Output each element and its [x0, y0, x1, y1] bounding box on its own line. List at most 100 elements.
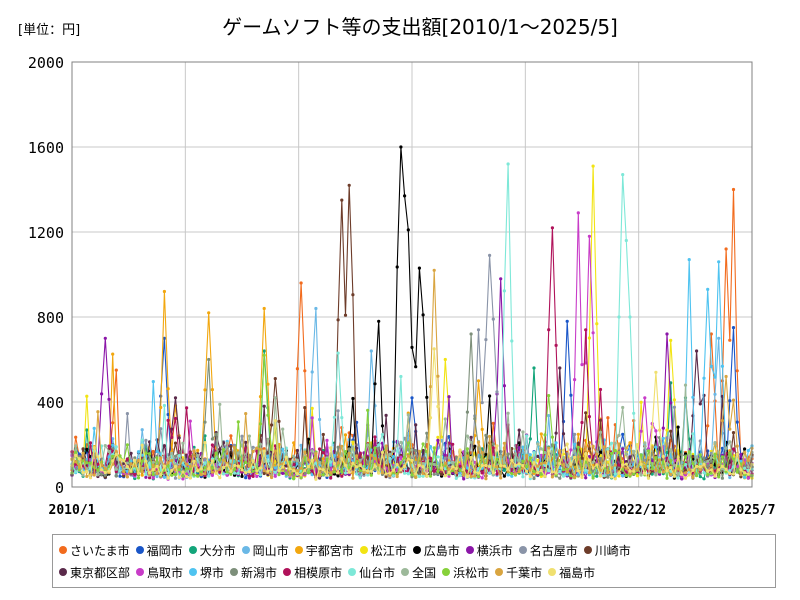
- data-point: [388, 474, 392, 478]
- data-point: [510, 465, 514, 469]
- y-tick-label: 400: [37, 394, 64, 412]
- data-point: [573, 378, 577, 382]
- data-point: [436, 374, 440, 378]
- legend-marker: [294, 546, 303, 554]
- data-point: [683, 471, 688, 475]
- data-point: [617, 471, 621, 475]
- data-point: [236, 451, 240, 455]
- data-point: [576, 455, 580, 459]
- grid-lines: [72, 62, 752, 487]
- data-point: [92, 473, 96, 477]
- data-point: [665, 461, 669, 465]
- y-axis: 0 400 800 1200 1600 2000: [28, 54, 64, 497]
- data-point: [624, 466, 628, 470]
- data-point: [358, 476, 362, 480]
- data-point: [539, 474, 543, 478]
- data-point: [221, 441, 226, 445]
- data-point: [258, 466, 263, 470]
- data-point: [151, 476, 155, 480]
- data-point: [162, 475, 166, 479]
- data-point: [484, 338, 488, 342]
- data-point: [731, 431, 736, 435]
- data-point: [403, 456, 407, 460]
- data-point: [584, 411, 588, 415]
- data-point: [728, 459, 732, 463]
- data-point: [133, 456, 137, 460]
- y-tick-label: 1600: [28, 139, 64, 157]
- data-point: [598, 468, 603, 472]
- data-point: [576, 469, 580, 473]
- data-point: [502, 461, 506, 465]
- data-point: [384, 460, 388, 464]
- data-point: [321, 468, 325, 472]
- data-point: [403, 464, 407, 468]
- data-point: [706, 473, 710, 477]
- data-point: [266, 413, 270, 417]
- data-point: [613, 477, 617, 481]
- data-point: [380, 471, 384, 475]
- data-point: [532, 469, 536, 473]
- data-point: [465, 447, 469, 451]
- data-point: [706, 287, 710, 291]
- data-point: [465, 466, 469, 470]
- data-point: [214, 432, 218, 436]
- data-point: [314, 452, 318, 456]
- data-point: [576, 472, 580, 476]
- data-point: [613, 463, 617, 467]
- data-point: [506, 452, 510, 456]
- data-point: [539, 472, 543, 476]
- data-point: [277, 419, 281, 423]
- data-point: [447, 435, 451, 439]
- data-point: [185, 406, 189, 410]
- y-tick-label: 1200: [28, 224, 64, 242]
- data-point: [580, 475, 584, 479]
- data-point: [565, 319, 569, 323]
- legend-marker: [412, 546, 421, 554]
- data-point: [277, 473, 281, 477]
- data-point: [336, 318, 340, 322]
- data-point: [654, 468, 658, 472]
- data-point: [332, 454, 336, 458]
- data-point: [332, 466, 336, 471]
- data-point: [343, 471, 348, 475]
- data-point: [81, 473, 85, 477]
- data-point: [443, 456, 447, 460]
- data-point: [88, 461, 93, 465]
- data-point: [325, 457, 329, 461]
- data-point: [303, 369, 307, 373]
- legend-item: 川崎市: [583, 542, 631, 559]
- data-point: [709, 468, 713, 472]
- data-point: [547, 449, 551, 453]
- data-point: [624, 462, 628, 466]
- y-tick-label: 0: [55, 479, 64, 497]
- data-point: [210, 388, 214, 392]
- data-point: [506, 469, 510, 473]
- data-point: [343, 313, 348, 317]
- data-point: [273, 419, 277, 423]
- data-point: [499, 454, 503, 458]
- data-point: [462, 467, 466, 471]
- legend-item: 名古屋市: [518, 542, 578, 559]
- data-point: [77, 468, 81, 472]
- data-point: [281, 465, 285, 469]
- data-point: [273, 396, 277, 400]
- data-point: [277, 469, 281, 473]
- data-point: [713, 452, 717, 456]
- data-point: [621, 432, 625, 436]
- legend-label: 福岡市: [146, 543, 183, 558]
- data-point: [391, 455, 396, 459]
- data-point: [244, 440, 248, 444]
- legend-marker: [401, 568, 410, 576]
- legend-label: 全国: [412, 565, 437, 580]
- data-point: [177, 475, 181, 479]
- data-point: [432, 469, 436, 473]
- data-point: [735, 452, 739, 456]
- data-point: [639, 400, 643, 404]
- data-point: [288, 473, 292, 477]
- data-point: [373, 456, 377, 461]
- data-point: [136, 476, 141, 480]
- data-point: [221, 458, 226, 462]
- data-point: [355, 472, 359, 476]
- data-point: [617, 442, 621, 446]
- data-point: [650, 459, 654, 463]
